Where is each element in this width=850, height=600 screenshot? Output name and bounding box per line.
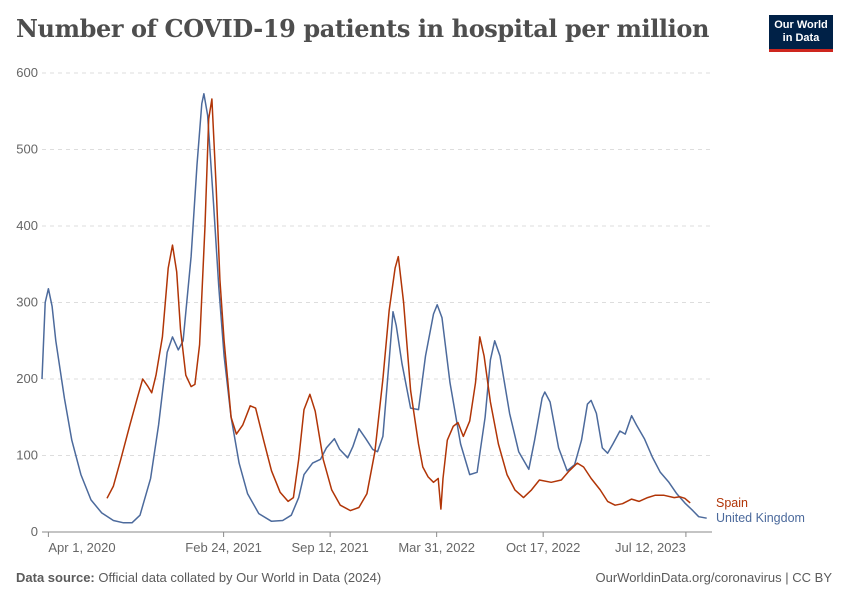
logo-line-2: in Data <box>782 32 820 44</box>
line-chart: 0 100 200 300 400 500 600 Apr 1, 2020 Feb 24, 2… <box>16 65 805 555</box>
y-tick-label: 600 <box>16 65 38 80</box>
data-source-label: Data source: <box>16 570 95 585</box>
series-line-spain[interactable] <box>106 98 691 512</box>
chart-title: Number of COVID-19 patients in hospital … <box>16 14 710 43</box>
series-label-united-kingdom: United Kingdom <box>716 511 805 525</box>
owid-logo[interactable]: Our World in Data <box>769 15 833 52</box>
y-tick-label: 100 <box>16 448 38 463</box>
x-tick-label: Oct 17, 2022 <box>506 540 580 555</box>
data-source: Data source: Official data collated by O… <box>16 570 381 585</box>
y-tick-label: 200 <box>16 371 38 386</box>
grid-lines <box>42 72 712 533</box>
x-tick-label: Feb 24, 2021 <box>185 540 262 555</box>
x-tick-label: Sep 12, 2021 <box>291 540 368 555</box>
y-axis-ticks: 0 100 200 300 400 500 600 <box>16 65 38 539</box>
y-tick-label: 400 <box>16 218 38 233</box>
y-tick-label: 300 <box>16 295 38 310</box>
y-tick-label: 500 <box>16 142 38 157</box>
footer-link[interactable]: OurWorldinData.org/coronavirus | CC BY <box>595 570 832 585</box>
series-label-spain: Spain <box>716 496 748 510</box>
x-tick-label: Apr 1, 2020 <box>48 540 115 555</box>
x-tick-label: Mar 31, 2022 <box>398 540 475 555</box>
series-lines <box>41 92 707 524</box>
x-tick-label: Jul 12, 2023 <box>615 540 686 555</box>
y-tick-label: 0 <box>31 524 38 539</box>
series-line-united-kingdom[interactable] <box>41 92 707 524</box>
logo-line-1: Our World <box>774 19 828 31</box>
data-source-text: Official data collated by Our World in D… <box>98 570 382 585</box>
x-axis: Apr 1, 2020 Feb 24, 2021 Sep 12, 2021 Mar 3… <box>47 532 687 555</box>
